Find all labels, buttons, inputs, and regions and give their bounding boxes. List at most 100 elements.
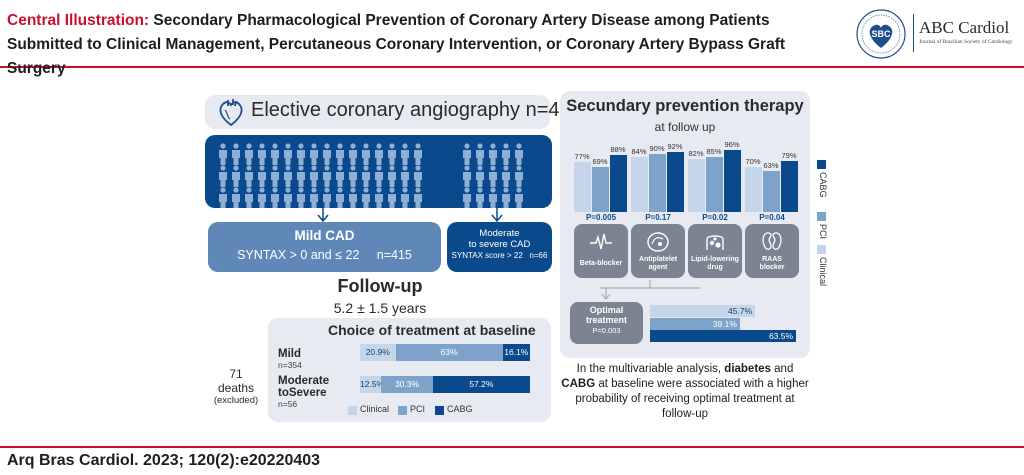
lipid-line2: drug	[707, 264, 723, 271]
title-line-2: Submitted to Clinical Management, Percut…	[7, 36, 786, 77]
conclusion-bold2: CABG	[561, 378, 596, 390]
optimal-title: Optimal treatment	[570, 305, 643, 325]
person-icon	[502, 187, 510, 209]
mild-n: n=354	[278, 360, 302, 370]
person-icon	[271, 165, 279, 187]
moderate-label-1: Moderate	[278, 375, 330, 387]
mild-cad-title: Mild CAD	[294, 228, 355, 243]
person-icon	[219, 187, 227, 209]
vlegend-clinical: Clinical	[818, 257, 828, 287]
person-icon	[388, 187, 396, 209]
angiography-box: Elective coronary angiography n=481	[205, 95, 582, 129]
people-grid	[219, 143, 523, 209]
person-icon	[476, 143, 484, 165]
person-icon	[463, 143, 471, 165]
person-icon	[362, 143, 370, 165]
person-icon	[232, 187, 240, 209]
person-icon	[349, 143, 357, 165]
person-icon	[219, 165, 227, 187]
person-icon	[349, 165, 357, 187]
moderate-cad-detail: SYNTAX score > 22 n=66	[451, 251, 548, 260]
choice-bar-segment: 12.5%	[360, 376, 384, 393]
follow-up-duration: 5.2 ± 1.5 years	[333, 300, 427, 316]
choice-bar-segment: 57.2%	[432, 376, 530, 393]
title-line-1: Secondary Pharmacological Prevention of …	[149, 12, 770, 29]
therapy-bar	[688, 158, 705, 212]
seal-text: SBC	[871, 29, 891, 39]
vlegend-swatch-clinical	[817, 245, 826, 254]
optimal-p: P=0.003	[592, 326, 621, 335]
person-icon	[310, 165, 318, 187]
person-icon	[401, 187, 409, 209]
person-icon	[271, 143, 279, 165]
therapy-bar-label: 82%	[688, 148, 704, 158]
therapy-subtitle: at follow up	[654, 120, 716, 134]
header: Central Illustration: Secondary Pharmaco…	[0, 0, 1024, 77]
choice-title: Choice of treatment at baseline	[328, 322, 536, 338]
patients-box	[205, 135, 552, 209]
person-icon	[515, 165, 523, 187]
lipid-label: Lipid-lowering drug	[688, 256, 742, 272]
person-icon	[476, 187, 484, 209]
optimal-bar: 39.1%	[650, 318, 740, 330]
platelet-icon	[647, 232, 669, 252]
optimal-connector	[600, 280, 700, 300]
moderate-label: Moderate toSevere	[278, 375, 329, 399]
person-icon	[362, 187, 370, 209]
drug-lipid-lowering: Lipid-lowering drug	[688, 224, 742, 278]
journal-logo: SBC ABC Cardiol Journal of Brazilian Soc…	[855, 8, 1020, 62]
person-icon	[310, 187, 318, 209]
person-icon	[414, 143, 422, 165]
therapy-p-value: P=0.005	[585, 213, 617, 222]
legend-swatch-cabg	[435, 406, 444, 415]
moderate-cad-box: Moderate to severe CAD SYNTAX score > 22 …	[447, 222, 552, 272]
person-icon	[489, 165, 497, 187]
vlegend-swatch-cabg	[817, 160, 826, 169]
therapy-bar	[610, 154, 627, 212]
person-icon	[297, 165, 305, 187]
lipid-icon	[706, 235, 724, 250]
follow-up-title: Follow-up	[337, 276, 423, 296]
person-icon	[388, 143, 396, 165]
drug-antiplatelet: Antiplatelet agent	[631, 224, 685, 278]
conclusion-bold1: diabetes	[724, 363, 771, 375]
choice-of-treatment-panel: Choice of treatment at baseline Mild n=3…	[268, 318, 551, 422]
therapy-bar	[763, 171, 780, 212]
person-icon	[310, 143, 318, 165]
person-icon	[375, 165, 383, 187]
drug-beta-blocker: Beta-blocker	[574, 224, 628, 278]
kidney-icon	[762, 232, 782, 250]
person-icon	[297, 143, 305, 165]
heart-icon	[219, 99, 243, 127]
vlegend-pci: PCI	[818, 224, 828, 240]
follow-up: Follow-up 5.2 ± 1.5 years	[290, 276, 470, 316]
therapy-p-value: P=0.02	[702, 213, 728, 222]
person-icon	[271, 187, 279, 209]
mild-cad-box: Mild CAD SYNTAX > 0 and ≤ 22 n=415	[208, 222, 441, 272]
deaths-note: (excluded)	[213, 395, 259, 406]
antiplatelet-label: Antiplatelet agent	[631, 256, 685, 272]
conclusion-part1: In the multivariable analysis,	[576, 363, 725, 375]
person-icon	[489, 143, 497, 165]
person-icon	[258, 187, 266, 209]
person-icon	[284, 143, 292, 165]
citation: Arq Bras Cardiol. 2023; 120(2):e20220403	[7, 452, 321, 469]
person-icon	[323, 165, 331, 187]
person-icon	[258, 165, 266, 187]
person-icon	[362, 165, 370, 187]
person-icon	[323, 187, 331, 209]
person-icon	[401, 143, 409, 165]
mild-cad-detail: SYNTAX > 0 and ≤ 22 n=415	[237, 248, 412, 262]
raas-line2: blocker	[759, 264, 785, 271]
raas-label: RAAS blocker	[745, 256, 799, 272]
person-icon	[414, 187, 422, 209]
therapy-bar-label: 90%	[649, 143, 665, 153]
person-icon	[245, 187, 253, 209]
therapy-bar	[667, 152, 684, 212]
optimal-line1: Optimal	[589, 305, 624, 315]
drug-raas-blocker: RAAS blocker	[745, 224, 799, 278]
therapy-bar-label: 85%	[706, 146, 722, 156]
legend-swatch-pci	[398, 406, 407, 415]
person-icon	[476, 165, 484, 187]
arrow-down-icon	[317, 207, 329, 223]
